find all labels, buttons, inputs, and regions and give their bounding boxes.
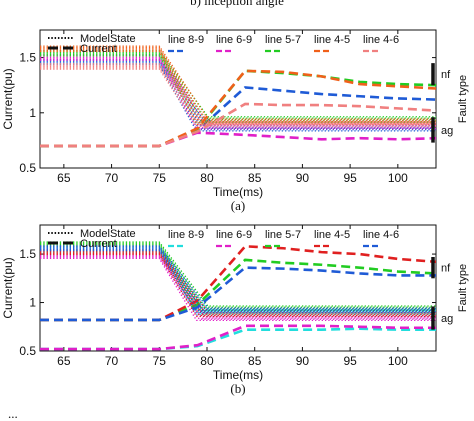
legend-series-label: line 8-9 bbox=[168, 229, 204, 241]
model-state-line-line-8-9 bbox=[40, 250, 436, 315]
model-state-line-line-6-9 bbox=[40, 253, 436, 317]
panel-caption: (b) bbox=[230, 381, 245, 396]
model-state-line-line-8-9 bbox=[40, 251, 436, 316]
model-state-line-line-4-5 bbox=[40, 45, 436, 120]
x-tick-label: 65 bbox=[57, 171, 71, 185]
model-state-line-line-4-6 bbox=[40, 248, 436, 313]
model-state-line-line-5-7 bbox=[40, 242, 436, 308]
current-line-line-6-9 bbox=[40, 324, 436, 351]
legend-label: Current bbox=[80, 43, 117, 55]
model-state-line-line-4-6 bbox=[40, 68, 436, 128]
model-state-line-line-4-6 bbox=[40, 247, 436, 311]
chart-panel-b: 65 70 75 80 85 90 95 1000.511.5Time(ms)Current(… bbox=[1, 224, 469, 396]
legend-series-label: line 4-5 bbox=[314, 229, 350, 241]
y-tick-label: 1 bbox=[29, 106, 36, 120]
fault-marker-label: ag bbox=[441, 125, 453, 137]
y-axis-label: Current(pu) bbox=[1, 68, 15, 129]
fault-type-label: Fault type bbox=[457, 264, 469, 312]
legend-series-label: line 5-7 bbox=[265, 229, 301, 241]
x-tick-label: 95 bbox=[343, 354, 357, 368]
x-tick-label: 85 bbox=[248, 171, 262, 185]
x-tick-label: 80 bbox=[200, 171, 214, 185]
model-state-line-line-4-5 bbox=[40, 50, 436, 125]
plot-area bbox=[40, 45, 436, 148]
model-state-line-line-4-5 bbox=[40, 253, 436, 318]
model-state-line-line-4-5 bbox=[40, 48, 436, 123]
model-state-line-line-4-6 bbox=[40, 65, 436, 125]
x-axis-label: Time(ms) bbox=[213, 368, 263, 382]
x-tick-label: 70 bbox=[105, 354, 119, 368]
x-tick-label: 90 bbox=[296, 354, 310, 368]
legend-series-label: line 5-7 bbox=[265, 34, 301, 46]
x-tick-label: 80 bbox=[200, 354, 214, 368]
legend-label: ModelState bbox=[80, 228, 136, 240]
current-line-line-6-9 bbox=[40, 131, 436, 148]
current-line-line-4-6 bbox=[40, 266, 436, 322]
bottom-caption: ... bbox=[8, 406, 18, 421]
fault-marker-label: nf bbox=[441, 263, 451, 275]
model-state-line-line-4-5 bbox=[40, 250, 436, 314]
current-line-line-8-9 bbox=[40, 327, 436, 351]
legend-series-label: line 6-9 bbox=[216, 229, 252, 241]
y-tick-label: 1.5 bbox=[19, 247, 36, 261]
model-state-line-line-4-6 bbox=[40, 63, 436, 122]
legend-label: Current bbox=[80, 238, 117, 250]
model-state-line-line-5-7 bbox=[40, 55, 436, 123]
x-tick-label: 65 bbox=[57, 354, 71, 368]
fault-type-label: Fault type bbox=[457, 75, 469, 123]
model-state-line-line-6-9 bbox=[40, 257, 436, 322]
y-tick-label: 0.5 bbox=[19, 344, 36, 358]
legend-series-label: line 4-6 bbox=[363, 34, 399, 46]
legend-series-label: line 8-9 bbox=[168, 34, 204, 46]
x-tick-label: 70 bbox=[105, 171, 119, 185]
model-state-line-line-4-6 bbox=[40, 245, 436, 309]
model-state-line-line-4-6 bbox=[40, 64, 436, 124]
y-tick-label: 0.5 bbox=[19, 161, 36, 175]
x-tick-label: 90 bbox=[296, 171, 310, 185]
y-axis-label: Current(pu) bbox=[1, 257, 15, 318]
legend-label: ModelState bbox=[80, 33, 136, 45]
x-axis-label: Time(ms) bbox=[213, 185, 263, 199]
fault-marker-label: nf bbox=[441, 69, 451, 81]
y-tick-label: 1.5 bbox=[19, 51, 36, 65]
model-state-line-line-4-5 bbox=[40, 46, 436, 121]
model-state-line-line-4-5 bbox=[40, 249, 436, 313]
plot-frame bbox=[39, 224, 437, 352]
fault-marker-label: ag bbox=[441, 313, 453, 325]
x-tick-label: 100 bbox=[388, 171, 408, 185]
panel-caption: (a) bbox=[231, 198, 245, 213]
legend-series-label: line 6-9 bbox=[216, 34, 252, 46]
current-line-line-4-6 bbox=[40, 102, 436, 148]
model-state-line-line-8-9 bbox=[40, 249, 436, 313]
legend-series-label: line 4-5 bbox=[314, 34, 350, 46]
model-state-line-line-6-9 bbox=[40, 59, 436, 130]
model-state-line-line-5-7 bbox=[40, 243, 436, 310]
model-state-line-line-4-5 bbox=[40, 49, 436, 124]
plot-area bbox=[40, 241, 436, 351]
model-state-line-line-4-6 bbox=[40, 246, 436, 310]
model-state-line-line-4-5 bbox=[40, 252, 436, 316]
figure-title: b) inception angle bbox=[190, 0, 284, 8]
current-line-line-4-5 bbox=[40, 244, 436, 322]
x-tick-label: 85 bbox=[248, 354, 262, 368]
legend-series-label: line 4-6 bbox=[363, 229, 399, 241]
model-state-line-line-5-7 bbox=[40, 53, 436, 122]
x-tick-label: 75 bbox=[153, 354, 167, 368]
model-state-line-line-4-6 bbox=[40, 249, 436, 314]
model-state-line-line-5-7 bbox=[40, 241, 436, 307]
chart-panel-a: 65 70 75 80 85 90 95 1000.511.5Time(ms)Current(… bbox=[1, 29, 469, 213]
model-state-line-line-4-6 bbox=[40, 67, 436, 126]
x-tick-label: 75 bbox=[153, 171, 167, 185]
x-tick-label: 95 bbox=[343, 171, 357, 185]
x-tick-label: 100 bbox=[388, 354, 408, 368]
plot-frame bbox=[39, 29, 437, 169]
model-state-line-line-4-5 bbox=[40, 251, 436, 315]
model-state-line-line-6-9 bbox=[40, 255, 436, 319]
y-tick-label: 1 bbox=[29, 296, 36, 310]
